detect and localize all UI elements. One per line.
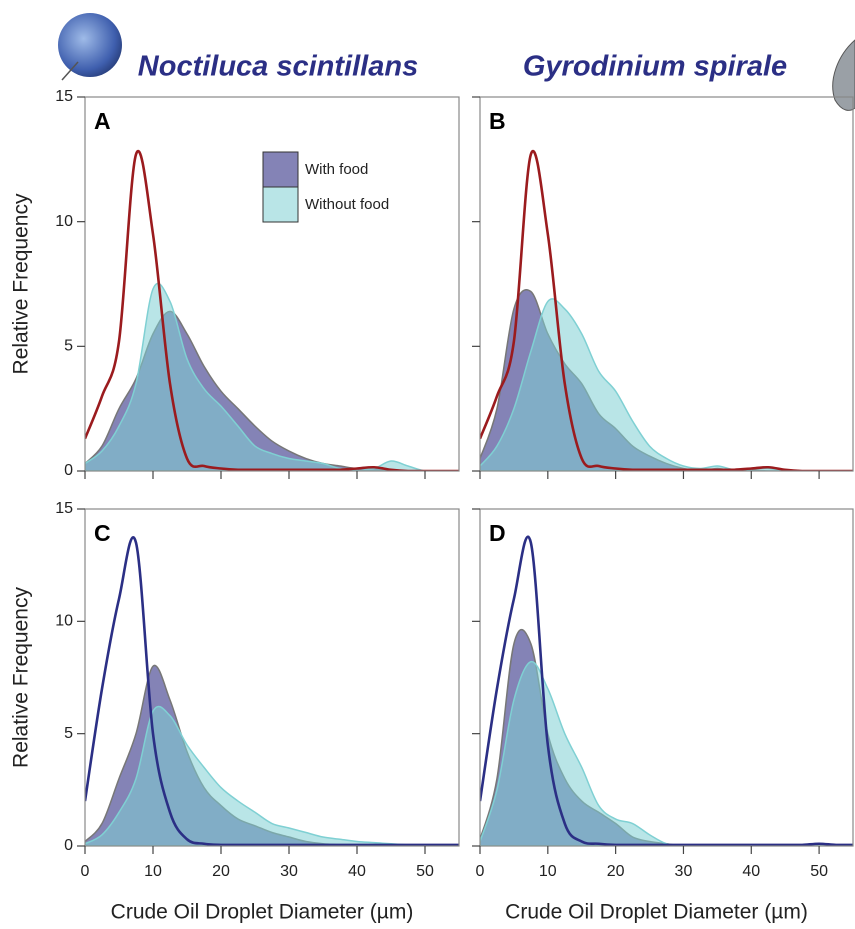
plot-area bbox=[85, 536, 459, 846]
x-tick-label: 0 bbox=[476, 863, 485, 880]
plot-frame bbox=[479, 508, 854, 847]
noctiluca-icon bbox=[58, 13, 122, 77]
panel-letter: C bbox=[94, 520, 111, 546]
x-tick-label: 50 bbox=[416, 863, 434, 880]
x-tick-label: 20 bbox=[607, 863, 625, 880]
y-tick-label: 15 bbox=[55, 88, 73, 105]
x-tick-label: 30 bbox=[675, 863, 693, 880]
y-tick-label: 5 bbox=[64, 725, 73, 742]
x-tick-label: 30 bbox=[280, 863, 298, 880]
panel-letter: D bbox=[489, 520, 506, 546]
panel-letter: A bbox=[94, 108, 111, 134]
y-tick-label: 0 bbox=[64, 837, 73, 854]
density-area bbox=[480, 661, 853, 846]
plot-frame bbox=[479, 96, 854, 472]
density-line bbox=[85, 150, 459, 471]
y-tick-label: 10 bbox=[55, 613, 73, 630]
legend-label: With food bbox=[305, 161, 368, 178]
density-line bbox=[480, 150, 853, 471]
gyrodinium-icon bbox=[832, 39, 855, 111]
legend-label: Without food bbox=[305, 196, 389, 213]
density-line bbox=[480, 535, 853, 846]
plot-area bbox=[480, 535, 853, 846]
noctiluca-icon-tail bbox=[61, 61, 79, 81]
x-axis-label: Crude Oil Droplet Diameter (µm) bbox=[111, 901, 414, 924]
x-tick-label: 10 bbox=[144, 863, 162, 880]
panel-title: Gyrodinium spirale bbox=[523, 51, 787, 83]
x-tick-label: 20 bbox=[212, 863, 230, 880]
legend-swatch bbox=[262, 151, 299, 188]
x-tick-label: 50 bbox=[810, 863, 828, 880]
plot-frame bbox=[84, 508, 460, 847]
y-tick-label: 15 bbox=[55, 500, 73, 517]
x-tick-label: 10 bbox=[539, 863, 557, 880]
y-axis-label: Relative Frequency bbox=[10, 193, 33, 374]
y-tick-label: 0 bbox=[64, 462, 73, 479]
y-tick-label: 5 bbox=[64, 338, 73, 355]
x-tick-label: 0 bbox=[81, 863, 90, 880]
x-tick-label: 40 bbox=[348, 863, 366, 880]
density-line bbox=[85, 536, 459, 846]
panel-letter: B bbox=[489, 108, 506, 134]
x-tick-label: 40 bbox=[742, 863, 760, 880]
plot-frame bbox=[84, 96, 460, 472]
legend-swatch bbox=[262, 186, 299, 223]
plot-area bbox=[480, 150, 853, 471]
panel-title: Noctiluca scintillans bbox=[138, 51, 418, 83]
y-axis-label: Relative Frequency bbox=[10, 587, 33, 768]
y-tick-label: 10 bbox=[55, 213, 73, 230]
x-axis-label: Crude Oil Droplet Diameter (µm) bbox=[505, 901, 808, 924]
